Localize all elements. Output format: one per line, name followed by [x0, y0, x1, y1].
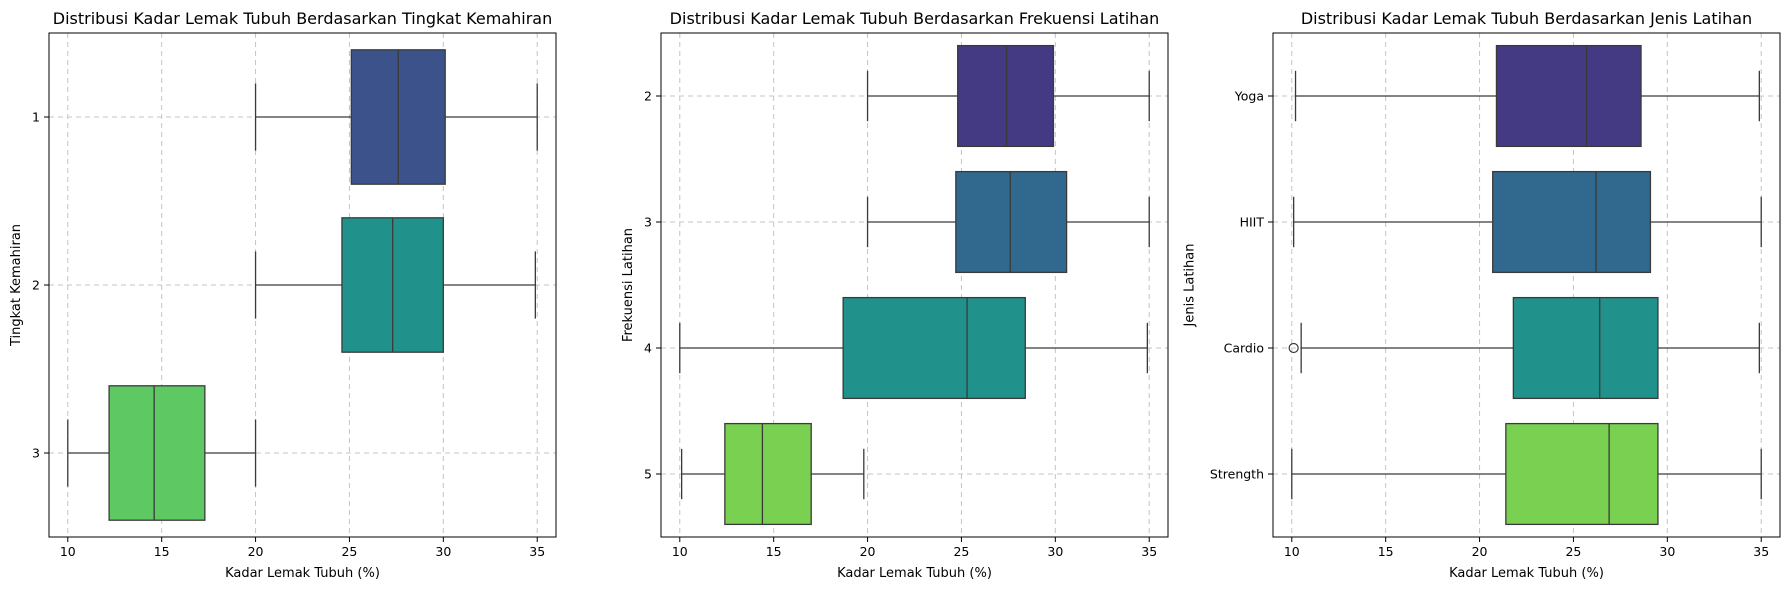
x-tick-label: 30	[435, 544, 451, 559]
x-tick-label: 15	[766, 544, 782, 559]
x-tick-label: 35	[529, 544, 545, 559]
y-tick-label: 4	[644, 341, 652, 356]
x-axis-label: Kadar Lemak Tubuh (%)	[225, 566, 380, 581]
iqr-box	[1495, 44, 1642, 148]
axes-frame	[660, 32, 1169, 538]
axes-frame	[1272, 32, 1781, 538]
x-tick-label: 10	[672, 544, 688, 559]
iqr-box	[108, 385, 206, 521]
iqr-box	[957, 44, 1055, 148]
box-2	[866, 44, 1150, 148]
chart-panel-1: 10 15 20 25 30 35 1 2 3 Distribusi Kadar Lemak Tu…	[9, 9, 557, 581]
y-axis-label: Tingkat Kemahiran	[9, 224, 24, 347]
box-1	[254, 49, 538, 185]
iqr-box	[1505, 422, 1659, 526]
box-HIIT	[1293, 170, 1762, 274]
x-tick-label: 20	[860, 544, 876, 559]
box-2	[254, 217, 536, 353]
box-Cardio	[1288, 296, 1760, 400]
y-tick-label: 3	[32, 446, 40, 461]
x-tick-label: 35	[1141, 544, 1157, 559]
x-tick-label: 25	[1565, 544, 1581, 559]
y-tick-label: Strength	[1210, 467, 1264, 482]
x-tick-label: 35	[1753, 544, 1769, 559]
chart-title: Distribusi Kadar Lemak Tubuh Berdasarkan…	[53, 9, 552, 28]
chart-panel-3: 10 15 20 25 30 35 Yoga HIIT Cardio Strength Distri…	[1182, 9, 1781, 581]
y-axis-label: Frekuensi Latihan	[621, 228, 636, 342]
box-Strength	[1291, 422, 1762, 526]
chart-panel-2: 10 15 20 25 30 35 2 3 4 5 Distribusi Kadar Lemak T…	[621, 9, 1169, 581]
x-tick-label: 30	[1659, 544, 1675, 559]
x-axis-label: Kadar Lemak Tubuh (%)	[1449, 566, 1604, 581]
box-5	[681, 422, 865, 526]
y-tick-label: 2	[644, 89, 652, 104]
y-tick-label: Cardio	[1224, 341, 1264, 356]
x-tick-label: 25	[953, 544, 969, 559]
iqr-box	[1492, 170, 1652, 274]
y-tick-label: 5	[644, 467, 652, 482]
x-tick-label: 20	[248, 544, 264, 559]
x-tick-label: 25	[341, 544, 357, 559]
chart-title: Distribusi Kadar Lemak Tubuh Berdasarkan…	[670, 9, 1160, 28]
x-tick-label: 10	[60, 544, 76, 559]
x-tick-label: 15	[1378, 544, 1394, 559]
iqr-box	[724, 422, 812, 526]
outlier-point	[1288, 342, 1299, 354]
y-tick-label: 3	[644, 215, 652, 230]
box-4	[679, 296, 1148, 400]
y-tick-label: 1	[32, 110, 40, 125]
box-3	[67, 385, 257, 521]
y-tick-label: HIIT	[1240, 215, 1265, 230]
chart-title: Distribusi Kadar Lemak Tubuh Berdasarkan…	[1301, 9, 1752, 28]
box-Yoga	[1294, 44, 1760, 148]
iqr-box	[842, 296, 1026, 400]
x-tick-label: 20	[1472, 544, 1488, 559]
x-tick-label: 30	[1047, 544, 1063, 559]
iqr-box	[955, 170, 1068, 274]
x-tick-label: 15	[154, 544, 170, 559]
box-3	[866, 170, 1150, 274]
y-tick-label: Yoga	[1234, 89, 1264, 104]
y-tick-label: 2	[32, 278, 40, 293]
x-tick-label: 10	[1284, 544, 1300, 559]
iqr-box	[1512, 296, 1659, 400]
y-axis-label: Jenis Latihan	[1182, 244, 1197, 328]
x-axis-label: Kadar Lemak Tubuh (%)	[837, 566, 992, 581]
